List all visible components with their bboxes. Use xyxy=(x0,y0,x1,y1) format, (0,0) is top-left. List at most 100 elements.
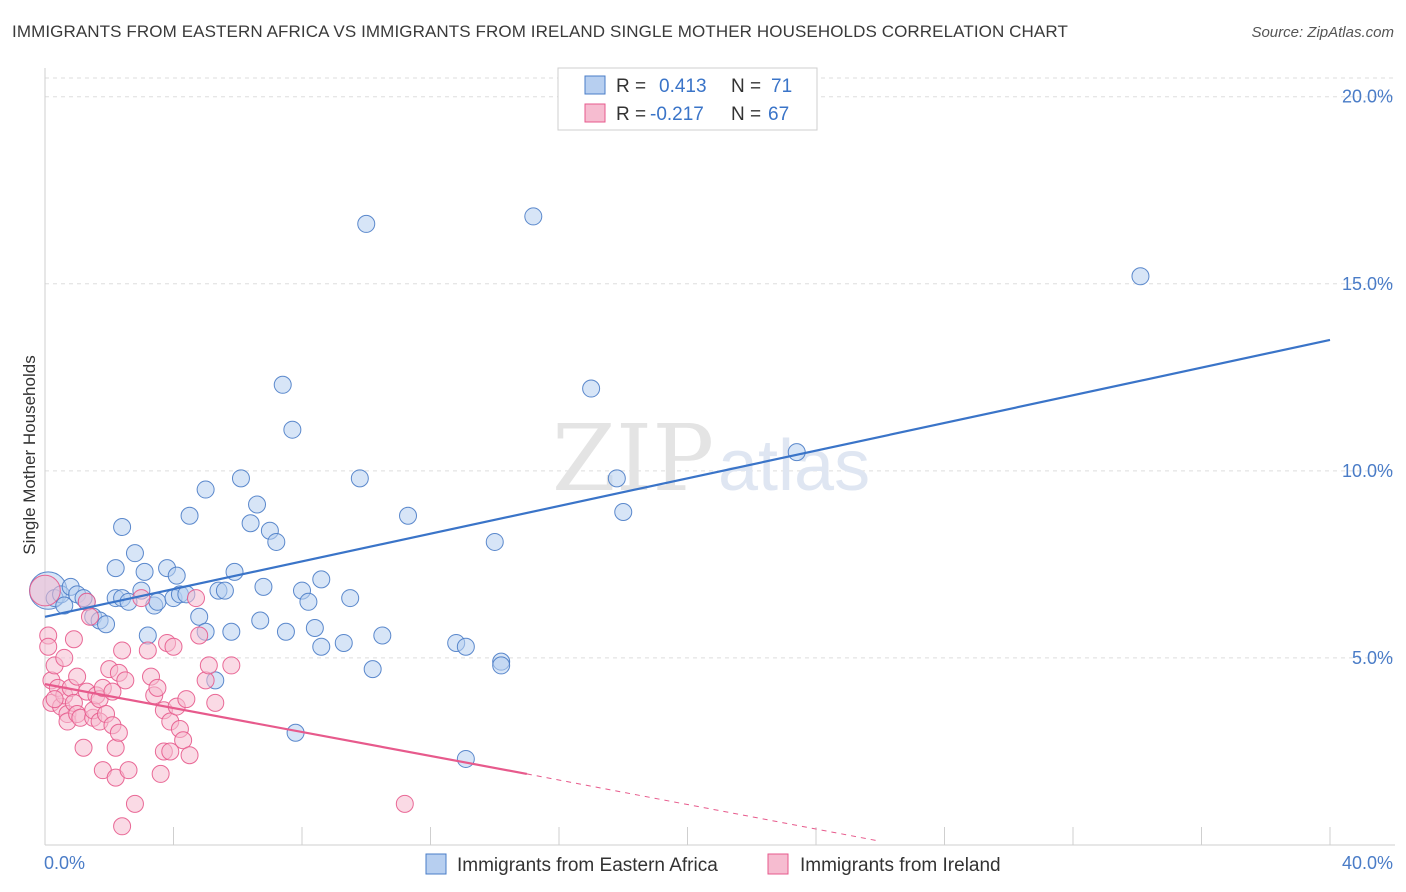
point-eastern-africa-48 xyxy=(312,570,331,589)
point-eastern-africa-17 xyxy=(138,626,157,645)
point-eastern-africa-8 xyxy=(97,615,116,634)
point-eastern-africa-36 xyxy=(248,495,267,514)
point-eastern-africa-67 xyxy=(787,443,806,462)
legend-r-value-2: -0.217 xyxy=(650,104,704,125)
point-ireland-2 xyxy=(39,637,58,656)
point-ireland-39 xyxy=(116,671,135,690)
point-ireland-36 xyxy=(109,723,128,742)
point-eastern-africa-55 xyxy=(373,626,392,645)
point-ireland-65 xyxy=(395,794,414,813)
point-eastern-africa-52 xyxy=(350,469,369,488)
point-ireland-38 xyxy=(113,817,132,836)
point-eastern-africa-50 xyxy=(334,633,353,652)
x-tick-label-1: 40.0% xyxy=(1342,853,1393,873)
point-eastern-africa-31 xyxy=(215,581,234,600)
point-eastern-africa-69 xyxy=(55,596,74,615)
tick-labels: 5.0% 10.0% 15.0% 20.0% 0.0% 40.0% xyxy=(44,87,1393,873)
point-ireland-60 xyxy=(190,626,209,645)
point-ireland-59 xyxy=(186,589,205,608)
point-eastern-africa-25 xyxy=(180,506,199,525)
point-ireland-47 xyxy=(151,764,170,783)
point-eastern-africa-42 xyxy=(276,622,295,641)
point-ireland-64 xyxy=(222,656,241,675)
point-ireland-63 xyxy=(206,693,225,712)
bottom-legend-label-blue: Immigrants from Eastern Africa xyxy=(457,855,718,876)
point-eastern-africa-46 xyxy=(299,592,318,611)
point-eastern-africa-58 xyxy=(456,637,475,656)
point-eastern-africa-34 xyxy=(231,469,250,488)
point-ireland-66 xyxy=(45,690,64,709)
legend-r-value-1: 0.413 xyxy=(659,76,707,97)
legend-n-label-2: N = xyxy=(731,104,761,125)
point-eastern-africa-12 xyxy=(113,517,132,536)
point-eastern-africa-65 xyxy=(607,469,626,488)
legend-n-value-2: 67 xyxy=(768,104,789,125)
point-ireland-40 xyxy=(119,761,138,780)
trend-line-eastern-africa xyxy=(44,338,1331,618)
point-ireland-8 xyxy=(55,648,74,667)
chart-title: IMMIGRANTS FROM EASTERN AFRICA VS IMMIGR… xyxy=(12,22,1068,41)
trend-line-ireland xyxy=(44,683,528,775)
trend-line-ireland-extension xyxy=(526,773,881,842)
bottom-legend-swatch-blue xyxy=(425,853,447,875)
point-eastern-africa-53 xyxy=(357,214,376,233)
y-tick-label-3: 20.0% xyxy=(1342,87,1393,107)
legend-swatch-pink xyxy=(584,103,606,123)
point-eastern-africa-14 xyxy=(125,544,144,563)
point-eastern-africa-68 xyxy=(1131,267,1150,286)
bottom-legend: Immigrants from Eastern Africa Immigrant… xyxy=(425,853,1001,876)
trend-lines xyxy=(44,338,1331,842)
point-ireland-62 xyxy=(199,656,218,675)
point-eastern-africa-60 xyxy=(485,532,504,551)
legend-r-label-1: R = xyxy=(616,76,646,97)
y-tick-label-0: 5.0% xyxy=(1352,648,1393,668)
source-credit: Source: ZipAtlas.com xyxy=(1251,24,1394,41)
point-eastern-africa-16 xyxy=(135,562,154,581)
bottom-legend-label-pink: Immigrants from Ireland xyxy=(800,855,1001,876)
point-eastern-africa-40 xyxy=(267,532,286,551)
point-ireland-43 xyxy=(138,641,157,660)
legend-n-value-1: 71 xyxy=(771,76,792,97)
point-ireland-57 xyxy=(177,690,196,709)
watermark: ZIP atlas xyxy=(552,405,870,512)
point-eastern-africa-59 xyxy=(456,749,475,768)
point-eastern-africa-43 xyxy=(283,420,302,439)
axes xyxy=(44,68,1395,846)
point-ireland-41 xyxy=(125,794,144,813)
data-points xyxy=(29,207,1150,836)
legend-n-label-1: N = xyxy=(731,76,761,97)
legend-r-label-2: R = xyxy=(616,104,646,125)
point-eastern-africa-41 xyxy=(273,375,292,394)
legend-swatch-blue xyxy=(584,75,606,95)
point-eastern-africa-64 xyxy=(582,379,601,398)
point-eastern-africa-66 xyxy=(614,503,633,522)
y-tick-label-2: 15.0% xyxy=(1342,274,1393,294)
point-eastern-africa-47 xyxy=(305,618,324,637)
point-eastern-africa-51 xyxy=(341,589,360,608)
point-eastern-africa-32 xyxy=(222,622,241,641)
x-tick-label-0: 0.0% xyxy=(44,853,85,873)
point-ireland-33 xyxy=(106,738,125,757)
point-eastern-africa-19 xyxy=(148,592,167,611)
point-ireland-21 xyxy=(80,607,99,626)
point-ireland-18 xyxy=(74,738,93,757)
point-ireland-52 xyxy=(161,742,180,761)
point-ireland-61 xyxy=(196,671,215,690)
point-eastern-africa-63 xyxy=(524,207,543,226)
point-ireland-14 xyxy=(64,630,83,649)
point-ireland-58 xyxy=(180,746,199,765)
point-eastern-africa-9 xyxy=(106,559,125,578)
bottom-legend-swatch-pink xyxy=(767,853,789,875)
point-eastern-africa-35 xyxy=(241,514,260,533)
point-eastern-africa-37 xyxy=(251,611,270,630)
point-eastern-africa-22 xyxy=(167,566,186,585)
point-eastern-africa-28 xyxy=(196,480,215,499)
legend: R = 0.413 N = 71 R = -0.217 N = 67 xyxy=(557,67,818,131)
y-tick-label-1: 10.0% xyxy=(1342,461,1393,481)
point-eastern-africa-49 xyxy=(312,637,331,656)
point-eastern-africa-62 xyxy=(492,656,511,675)
point-ireland-0 xyxy=(29,574,61,607)
point-eastern-africa-38 xyxy=(254,577,273,596)
point-eastern-africa-56 xyxy=(399,506,418,525)
